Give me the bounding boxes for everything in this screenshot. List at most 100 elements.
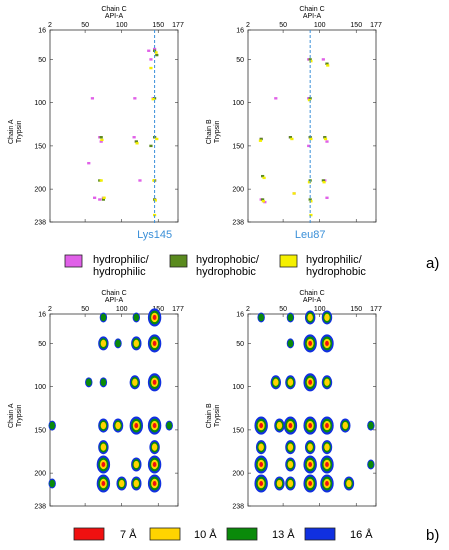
distance-contour (49, 421, 56, 430)
x-tick-label: 2 (48, 306, 52, 313)
distance-contour (287, 443, 294, 451)
y-tick-label: 238 (232, 504, 244, 511)
legend-a-label-2a: hydrophobic/ (196, 254, 260, 266)
contact-point (98, 198, 102, 201)
x-tick-label: 2 (48, 22, 52, 29)
distance-contour (308, 379, 313, 385)
x-tick-label: 50 (279, 22, 287, 29)
y-tick-label: 238 (34, 504, 46, 511)
distance-contour (152, 423, 157, 429)
contact-point (132, 136, 136, 139)
contact-point (325, 140, 329, 143)
distance-contour (324, 378, 330, 386)
y-tick-label: 150 (34, 427, 46, 434)
plot-frame (49, 29, 179, 223)
y-tick-label: 50 (38, 57, 46, 64)
x-tick-label: 150 (350, 22, 362, 29)
x-tick-label: 100 (116, 306, 128, 313)
distance-contour (115, 421, 121, 430)
x-tick-label: 100 (116, 22, 128, 29)
contact-point (292, 192, 296, 195)
distance-contour (152, 340, 157, 346)
y-tick-label: 50 (236, 341, 244, 348)
contact-point (149, 144, 153, 148)
legend-b-label-1: 7 Å (120, 528, 137, 541)
contact-point (258, 139, 263, 142)
y-tick-label: 100 (232, 100, 244, 107)
distance-contour (288, 423, 293, 429)
distance-contour (287, 378, 294, 386)
distance-contour (287, 460, 294, 469)
distance-contour (287, 479, 294, 488)
x-tick-label: 177 (370, 22, 382, 29)
contact-point (307, 181, 312, 184)
distance-contour (259, 480, 264, 487)
distance-contour (133, 339, 140, 348)
contact-point (90, 97, 95, 100)
y-axis-subtitle: Trypsin (16, 120, 23, 143)
contact-point (93, 196, 97, 199)
distance-contour (324, 313, 330, 322)
contact-point (308, 198, 312, 201)
contact-point (99, 136, 103, 139)
panel-label-b: b) (426, 527, 439, 544)
contact-point (290, 137, 294, 141)
x-axis-subtitle: API-A (105, 13, 124, 20)
y-tick-label: 50 (38, 341, 46, 348)
contact-point (147, 49, 151, 52)
distance-contour (100, 421, 107, 430)
x-axis-title: Chain C (101, 290, 126, 297)
y-tick-label: 16 (38, 312, 46, 319)
distance-contour (100, 443, 107, 451)
x-tick-label: 100 (314, 306, 326, 313)
distance-contour (101, 480, 106, 487)
distance-contour (325, 461, 329, 468)
legend-a-label-2b: hydrophobic (196, 266, 256, 278)
contact-point (309, 59, 313, 63)
contact-point (262, 176, 266, 180)
distance-contour (324, 443, 330, 451)
contact-point (307, 98, 312, 102)
x-tick-label: 150 (152, 306, 164, 313)
distance-contour (133, 313, 140, 322)
legend-a-label-3b: hydrophobic (306, 266, 366, 278)
contact-point (153, 199, 157, 202)
distance-contour (307, 313, 313, 322)
contact-point (101, 198, 105, 201)
legend-a-swatch-2 (169, 254, 188, 268)
contact-point (102, 196, 106, 199)
contact-point (155, 53, 159, 57)
distance-contour (100, 378, 107, 387)
x-axis-subtitle: API-A (303, 13, 322, 20)
contact-point (309, 137, 313, 141)
contact-point (261, 174, 265, 178)
y-axis-subtitle: Trypsin (16, 404, 23, 427)
contact-point (259, 137, 263, 141)
y-axis-title: Chain A (8, 403, 15, 428)
x-tick-label: 177 (370, 306, 382, 313)
distance-contour (308, 480, 313, 487)
legend-a-label-1a: hydrophilic/ (93, 254, 150, 266)
contact-point (149, 58, 153, 61)
x-tick-label: 50 (81, 22, 89, 29)
y-tick-label: 150 (232, 427, 244, 434)
distance-contour (259, 461, 264, 468)
distance-contour (133, 460, 140, 469)
distance-contour (152, 314, 157, 320)
distance-contour (342, 421, 348, 430)
distance-contour (118, 479, 125, 488)
x-tick-label: 50 (279, 306, 287, 313)
y-tick-label: 50 (236, 57, 244, 64)
contact-point (323, 136, 327, 139)
x-axis-title: Chain C (101, 6, 126, 13)
contact-point (325, 196, 329, 199)
legend-b-swatch-4 (304, 527, 336, 541)
x-tick-label: 177 (172, 306, 184, 313)
legend-b-swatch-1 (73, 527, 105, 541)
contact-point (135, 142, 139, 145)
